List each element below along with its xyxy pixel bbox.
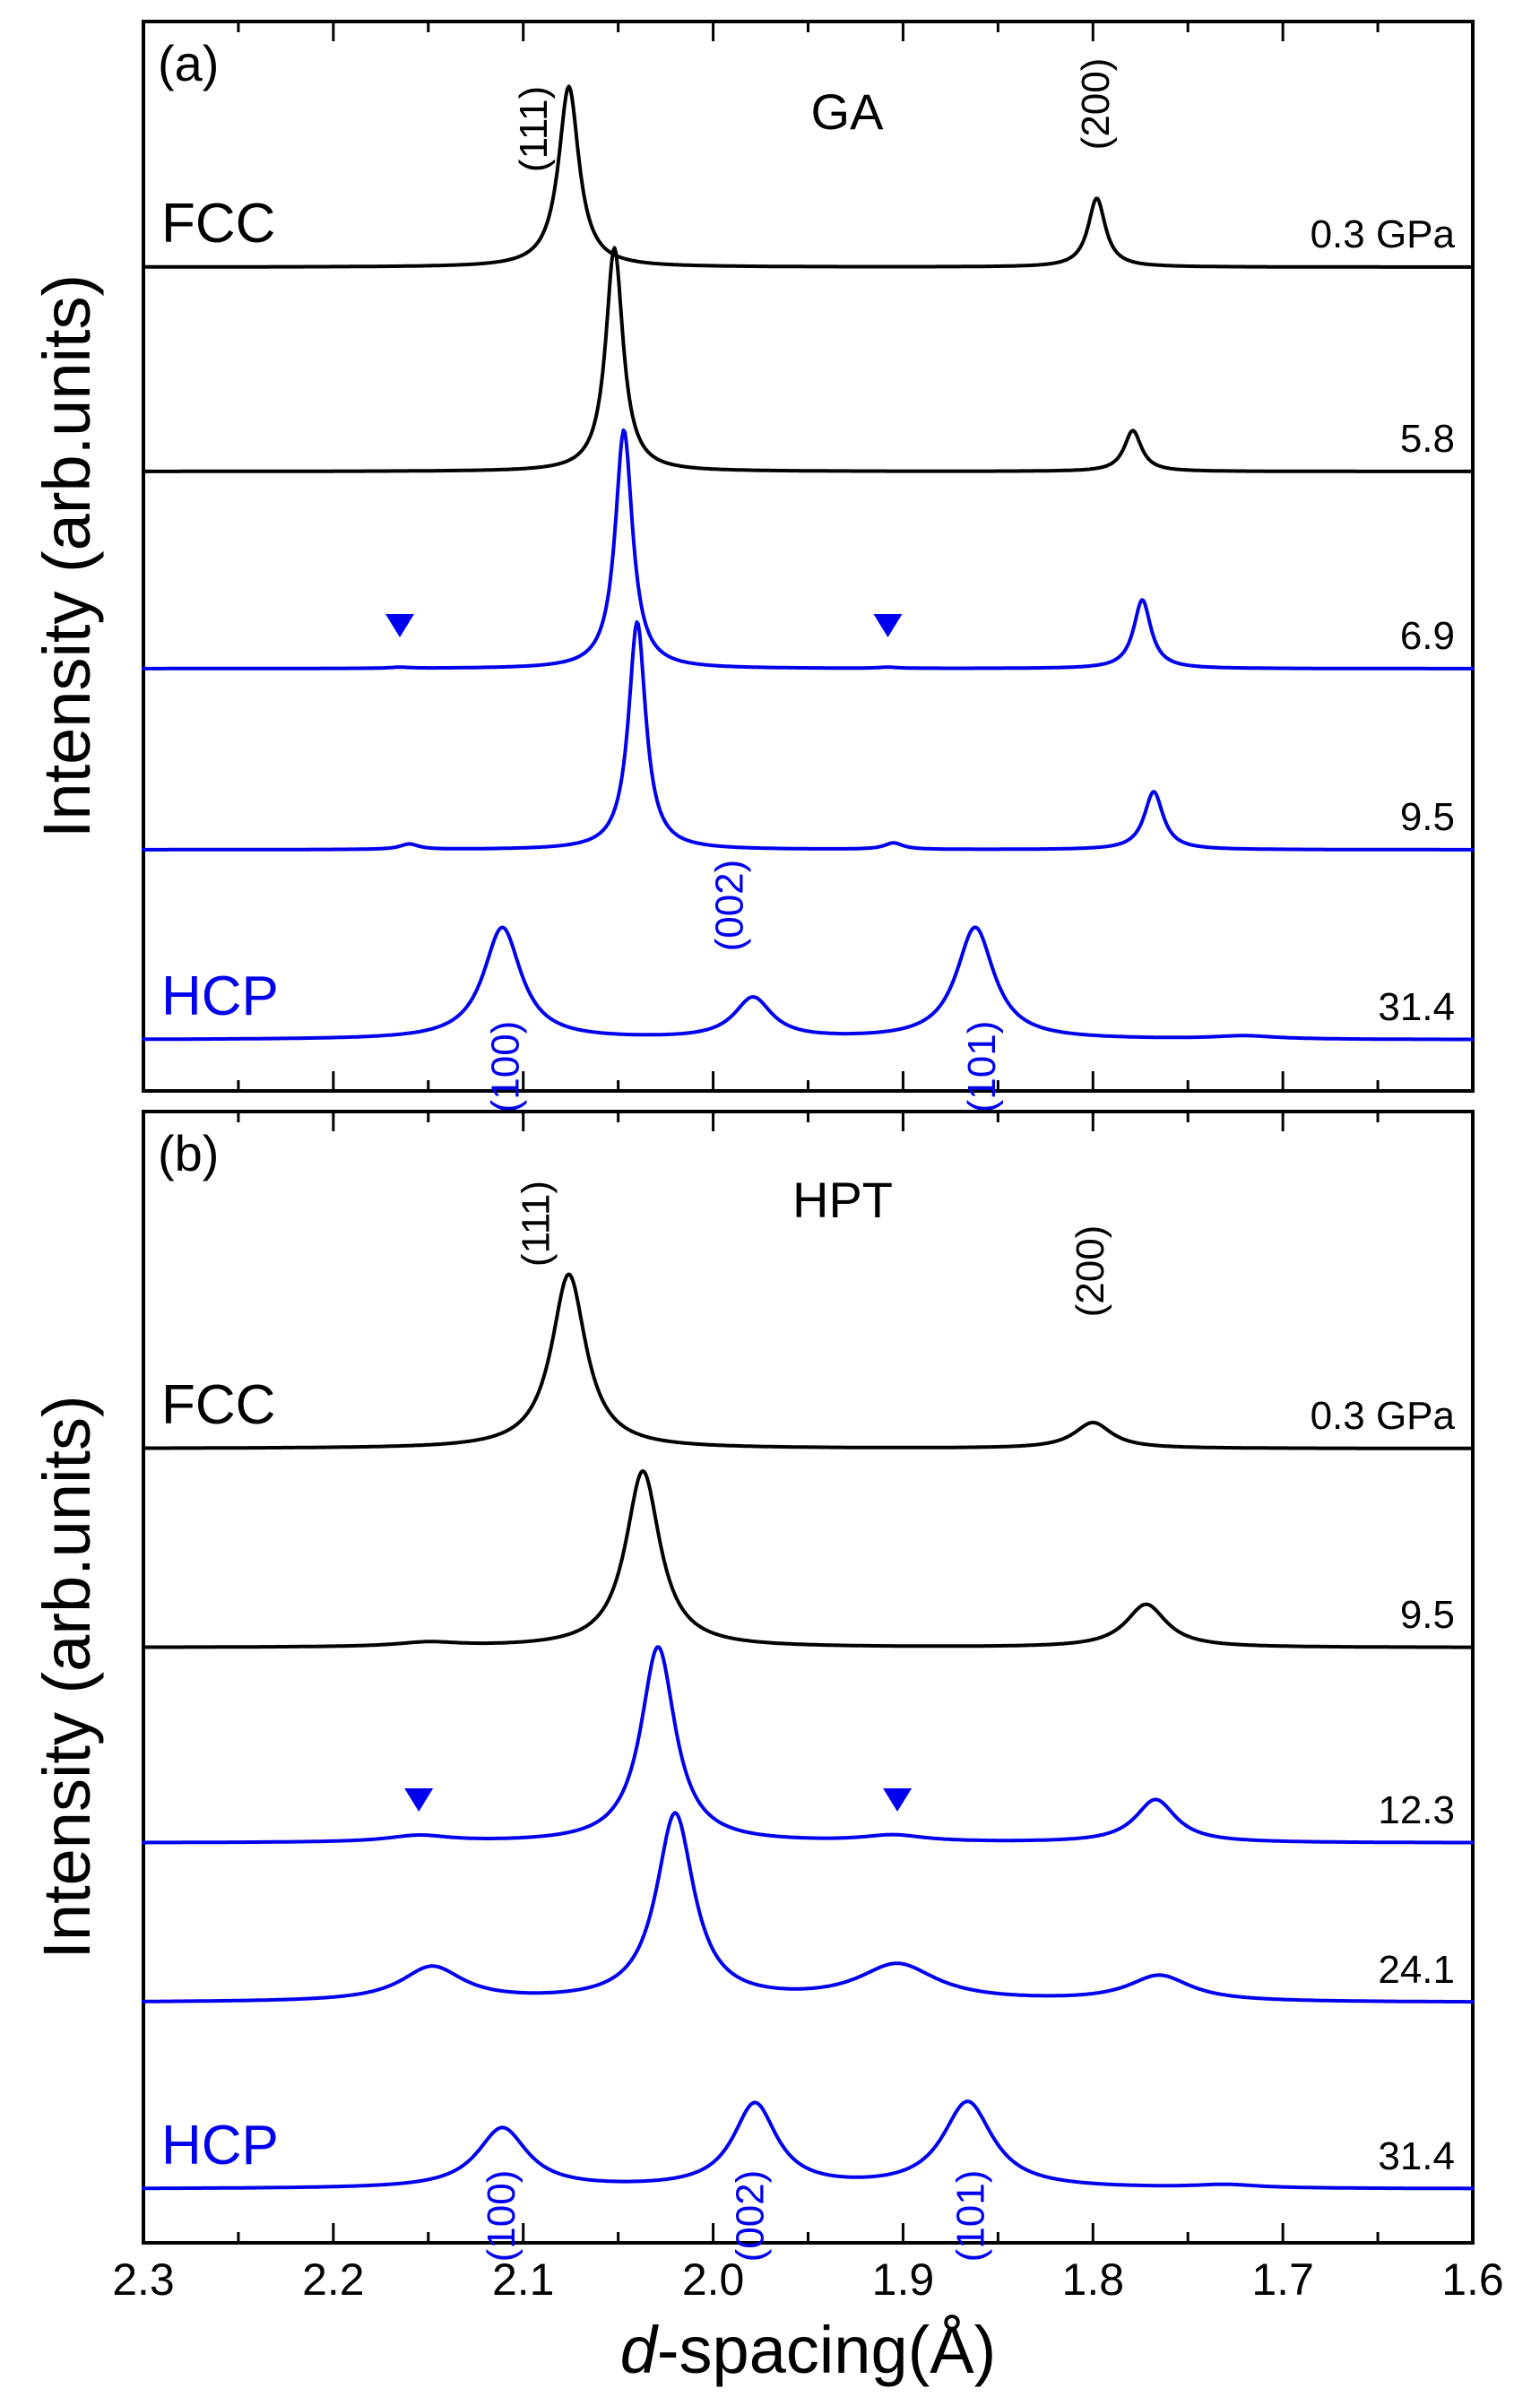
- trace-12.3: [142, 1645, 1475, 1845]
- x-tick-label: 2.1: [492, 2254, 555, 2305]
- hkl-label: (200): [1068, 1225, 1112, 1318]
- triangle-marker: [873, 614, 903, 637]
- pressure-label: 0.3 GPa: [1311, 1394, 1456, 1438]
- hkl-label: (101): [960, 1021, 1004, 1113]
- pressure-label: 31.4: [1378, 985, 1455, 1029]
- hkl-label: (002): [729, 2170, 773, 2263]
- trace-31.4: [142, 925, 1475, 1042]
- hkl-label: (101): [948, 2170, 992, 2263]
- phase-label-fcc: FCC: [161, 193, 275, 255]
- hkl-label: (100): [483, 1021, 527, 1113]
- trace-0.3-gpa: [142, 84, 1475, 269]
- panel-0: 0.3 GPa 5.8 6.9 9.5 31.4 (a) GA FCC HCP (111) (200…: [30, 20, 1475, 1113]
- x-tick-label: 2.0: [682, 2254, 745, 2305]
- phase-label-hcp: HCP: [161, 2115, 279, 2176]
- hkl-label: (002): [707, 860, 751, 952]
- x-tick-label: 1.7: [1251, 2254, 1314, 2305]
- x-tick-label: 2.2: [302, 2254, 365, 2305]
- y-axis-title: Intensity (arb.units): [30, 1395, 104, 1959]
- hkl-label: (100): [480, 2170, 523, 2263]
- trace-5.8: [142, 246, 1475, 473]
- sample-label: GA: [811, 83, 885, 140]
- x-axis-title: d-spacing(Å): [620, 2313, 997, 2387]
- x-axis-title-rest: -spacing(Å): [657, 2313, 996, 2387]
- panel-1: 0.3 GPa 9.5 12.3 24.1 31.4 (b) HPT FCC HCP (111) (…: [30, 1110, 1475, 2263]
- pressure-label: 9.5: [1400, 795, 1455, 839]
- plot-frame: [142, 20, 1475, 1093]
- phase-label-hcp: HCP: [161, 965, 279, 1027]
- trace-0.3-gpa: [142, 1272, 1475, 1450]
- sample-label: HPT: [792, 1172, 893, 1228]
- x-tick-label: 1.6: [1441, 2254, 1504, 2305]
- hkl-label: (111): [514, 1181, 558, 1267]
- phase-label-fcc: FCC: [161, 1374, 275, 1436]
- trace-6.9: [142, 428, 1475, 671]
- triangle-marker: [883, 1788, 913, 1812]
- trace-9.5: [142, 1469, 1475, 1649]
- hkl-label: (111): [512, 86, 556, 172]
- panel-label: (a): [158, 35, 219, 91]
- x-tick-label: 1.8: [1062, 2254, 1125, 2305]
- pressure-label: 6.9: [1400, 614, 1455, 658]
- trace-9.5: [142, 620, 1475, 852]
- x-tick-label: 2.3: [112, 2254, 175, 2305]
- pressure-label: 0.3 GPa: [1311, 212, 1456, 256]
- x-tick-label: 1.9: [872, 2254, 935, 2305]
- trace-31.4: [142, 2099, 1475, 2191]
- y-axis-title: Intensity (arb.units): [30, 274, 104, 838]
- plot-frame: [142, 1110, 1475, 2245]
- x-axis-title-italic: d: [620, 2313, 660, 2387]
- trace-24.1: [142, 1811, 1475, 2004]
- hkl-label: (200): [1074, 58, 1118, 151]
- pressure-label: 24.1: [1378, 1948, 1455, 1992]
- triangle-marker: [385, 614, 415, 637]
- pressure-label: 9.5: [1400, 1593, 1455, 1637]
- pressure-label: 5.8: [1400, 417, 1455, 461]
- pressure-label: 31.4: [1378, 2134, 1455, 2178]
- pressure-label: 12.3: [1378, 1788, 1455, 1832]
- panel-label: (b): [158, 1125, 219, 1181]
- triangle-marker: [404, 1788, 434, 1812]
